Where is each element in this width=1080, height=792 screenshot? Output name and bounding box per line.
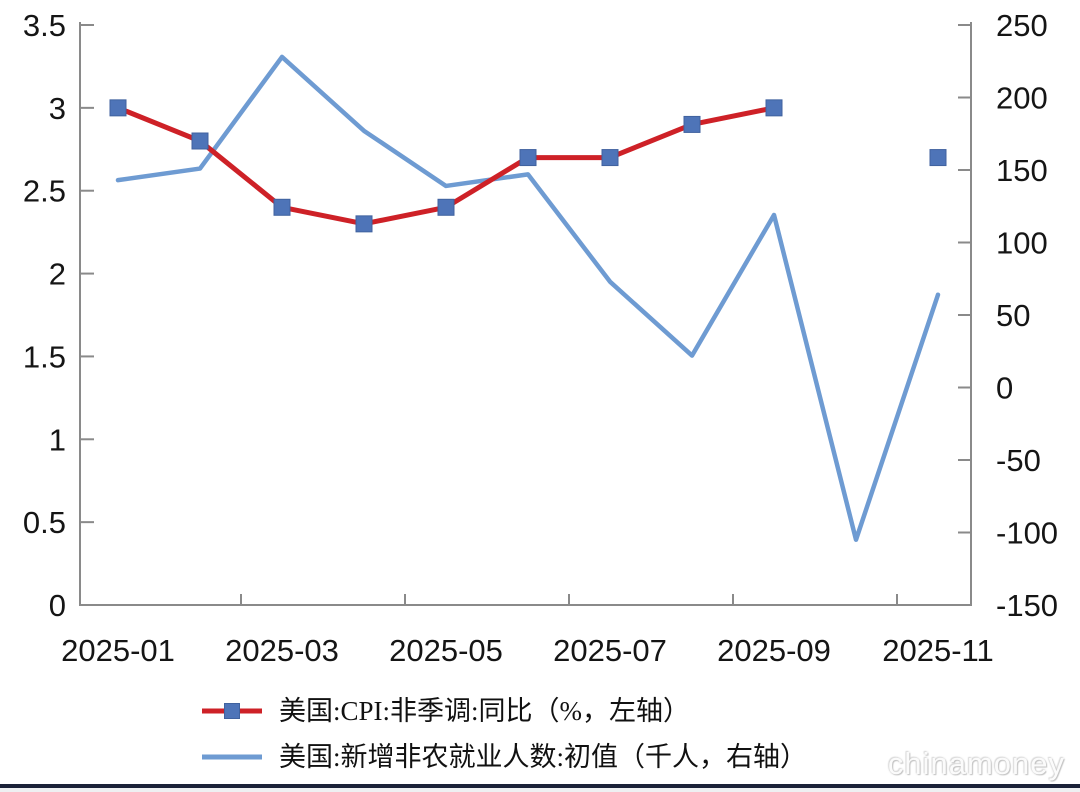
cpi-marker bbox=[355, 215, 373, 233]
legend-label-nfp: 美国:新增非农就业人数:初值（千人，右轴） bbox=[279, 742, 808, 772]
legend: 美国:CPI:非季调:同比（%，左轴） 美国:新增非农就业人数:初值（千人，右轴… bbox=[202, 694, 807, 786]
cpi-marker bbox=[929, 149, 947, 167]
right-axis-tick-label: 200 bbox=[996, 81, 1048, 116]
x-axis-tick-label: 2025-01 bbox=[61, 633, 175, 668]
x-axis-tick-label: 2025-05 bbox=[389, 633, 503, 668]
legend-item-nfp: 美国:新增非农就业人数:初值（千人，右轴） bbox=[202, 740, 807, 774]
cpi-marker bbox=[191, 132, 209, 150]
series-nfp-line bbox=[115, 54, 941, 542]
cpi-marker bbox=[437, 198, 455, 216]
left-axis-tick-label: 2.5 bbox=[23, 174, 66, 209]
x-axis-tick-label: 2025-07 bbox=[553, 633, 667, 668]
left-axis-tick-label: 0.5 bbox=[23, 505, 66, 540]
cpi-line-swatch-icon bbox=[202, 700, 262, 722]
bottom-border bbox=[0, 784, 1080, 788]
legend-item-cpi: 美国:CPI:非季调:同比（%，左轴） bbox=[202, 694, 807, 728]
left-axis-tick-label: 3 bbox=[49, 91, 66, 126]
cpi-marker bbox=[109, 99, 127, 117]
right-axis-tick-label: 50 bbox=[996, 298, 1030, 333]
watermark: chinamoney bbox=[887, 746, 1065, 781]
bottom-border-shadow bbox=[0, 788, 1080, 792]
left-axis-tick-label: 2 bbox=[49, 257, 66, 292]
right-axis-tick-label: -100 bbox=[996, 516, 1058, 551]
cpi-marker bbox=[601, 149, 619, 167]
cpi-marker bbox=[683, 115, 701, 133]
x-axis-tick-label: 2025-03 bbox=[225, 633, 339, 668]
cpi-marker bbox=[519, 149, 537, 167]
right-axis-tick-label: 100 bbox=[996, 226, 1048, 261]
blue-line-icon bbox=[202, 754, 262, 760]
right-axis-tick-label: -150 bbox=[996, 588, 1058, 623]
left-axis-tick-label: 1.5 bbox=[23, 339, 66, 374]
left-axis-tick-label: 0 bbox=[49, 588, 66, 623]
legend-label-cpi: 美国:CPI:非季调:同比（%，左轴） bbox=[279, 696, 691, 726]
cpi-marker bbox=[765, 99, 783, 117]
left-axis-tick-label: 3.5 bbox=[23, 8, 66, 43]
right-axis-tick-label: 250 bbox=[996, 8, 1048, 43]
left-axis-tick-label: 1 bbox=[49, 422, 66, 457]
square-marker-icon bbox=[224, 703, 240, 719]
nfp-line-swatch-icon bbox=[202, 746, 262, 768]
cpi-marker bbox=[273, 198, 291, 216]
right-axis-tick-label: -50 bbox=[996, 443, 1041, 478]
x-axis-tick-label: 2025-11 bbox=[882, 633, 993, 668]
right-axis-tick-label: 0 bbox=[996, 371, 1013, 406]
x-axis-tick-label: 2025-09 bbox=[717, 633, 831, 668]
right-axis-tick-label: 150 bbox=[996, 153, 1048, 188]
